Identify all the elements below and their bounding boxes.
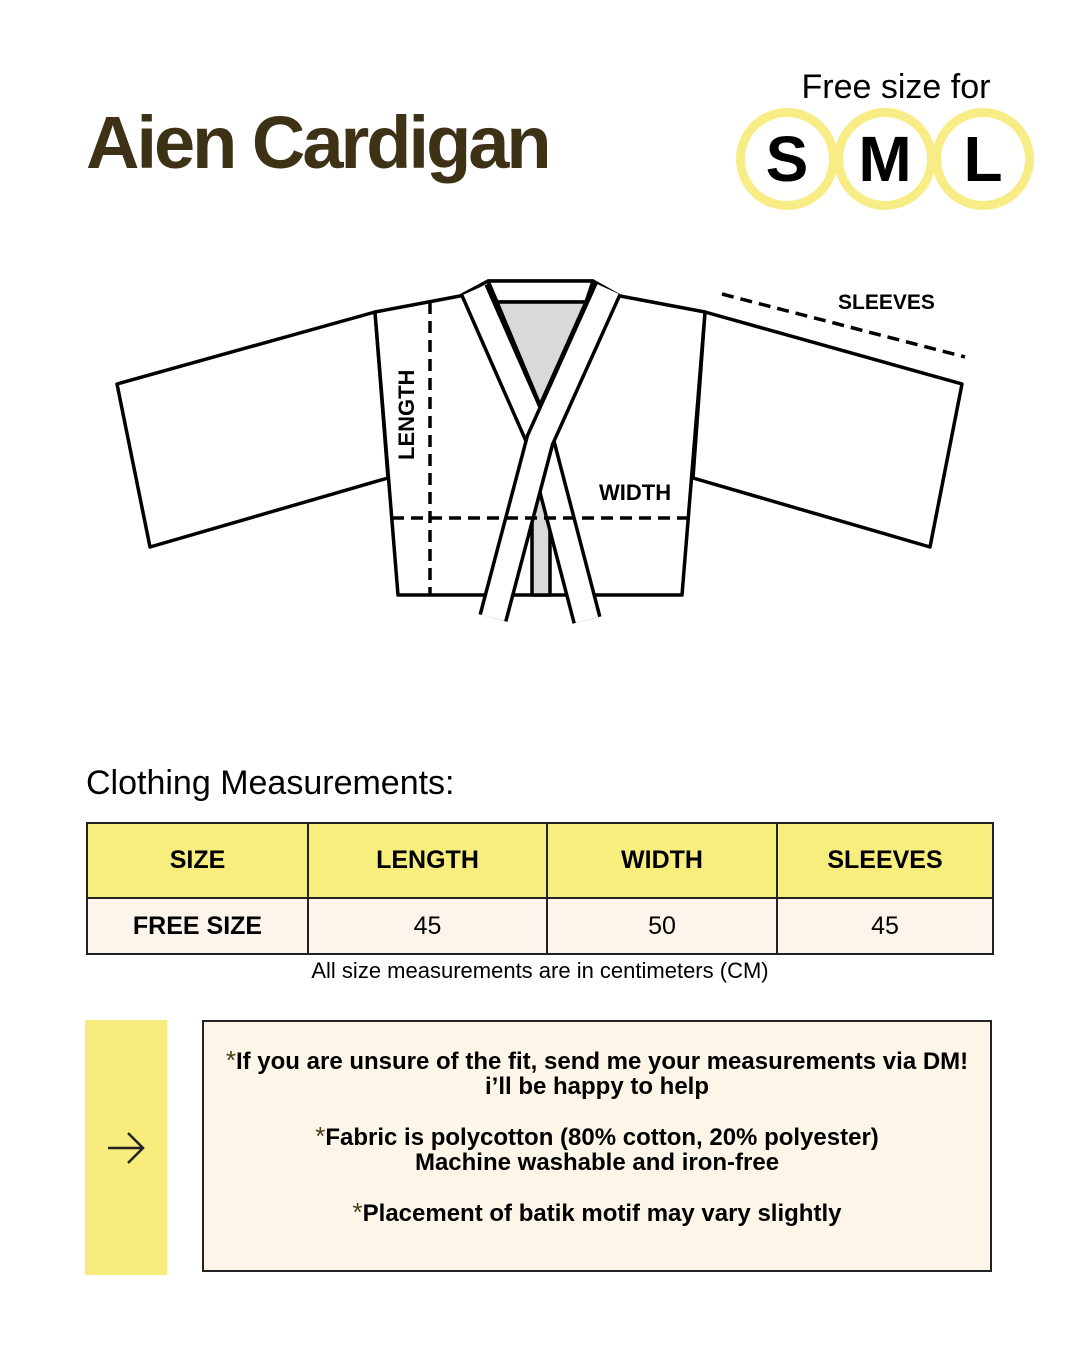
cell-size: FREE SIZE [86, 897, 309, 955]
asterisk-icon: * [352, 1197, 363, 1227]
table-row: FREE SIZE 45 50 45 [86, 897, 994, 955]
asterisk-icon: * [315, 1121, 326, 1151]
size-badge-l: L [932, 108, 1034, 210]
right-band [481, 284, 619, 621]
asterisk-icon: * [225, 1045, 236, 1075]
info-item-fabric: *Fabric is polycotton (80% cotton, 20% p… [315, 1121, 879, 1176]
column-header-sleeves: SLEEVES [776, 822, 994, 899]
column-header-width: WIDTH [546, 822, 778, 899]
width-label: WIDTH [599, 480, 671, 505]
cell-width: 50 [546, 897, 778, 955]
free-size-caption: Free size for [801, 68, 991, 106]
sleeves-measure-line [721, 292, 966, 359]
arrow-panel [85, 1020, 167, 1275]
info-item-fit: *If you are unsure of the fit, send me y… [225, 1045, 969, 1100]
table-header-row: SIZE LENGTH WIDTH SLEEVES [86, 822, 994, 899]
arrow-right-icon [108, 1131, 145, 1164]
measurements-heading: Clothing Measurements: [86, 764, 455, 802]
size-badge-m: M [834, 108, 936, 210]
cell-sleeves: 45 [776, 897, 994, 955]
measurements-table: SIZE LENGTH WIDTH SLEEVES FREE SIZE 45 5… [86, 822, 994, 955]
left-sleeve [115, 310, 390, 549]
right-sleeve [691, 310, 964, 549]
info-item-motif: *Placement of batik motif may vary sligh… [352, 1197, 842, 1227]
sleeves-label: SLEEVES [838, 291, 935, 314]
size-badges: S M L [736, 108, 1034, 210]
info-box: *If you are unsure of the fit, send me y… [202, 1020, 992, 1272]
cell-length: 45 [307, 897, 548, 955]
cardigan-diagram: LENGTH WIDTH SLEEVES [115, 279, 966, 624]
column-header-size: SIZE [86, 822, 309, 899]
length-label: LENGTH [394, 370, 419, 460]
column-header-length: LENGTH [307, 822, 548, 899]
collar-back [486, 279, 595, 304]
units-note: All size measurements are in centimeters… [311, 958, 769, 983]
size-badge-s: S [736, 108, 838, 210]
page-title: Aien Cardigan [86, 101, 552, 184]
